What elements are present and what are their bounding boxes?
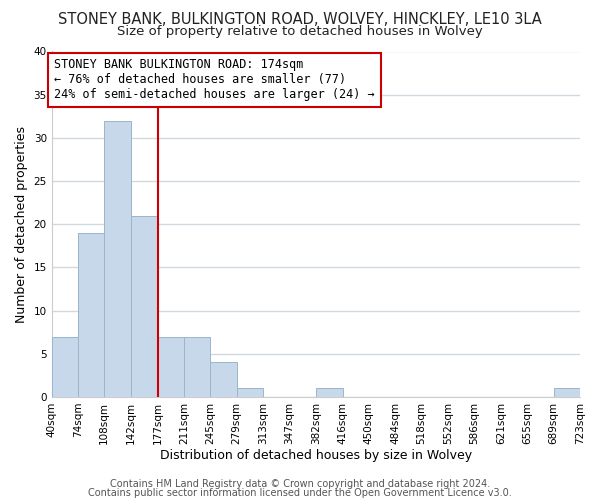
Bar <box>210 362 236 397</box>
Bar <box>554 388 580 397</box>
Y-axis label: Number of detached properties: Number of detached properties <box>15 126 28 322</box>
Bar <box>316 388 343 397</box>
Text: STONEY BANK, BULKINGTON ROAD, WOLVEY, HINCKLEY, LE10 3LA: STONEY BANK, BULKINGTON ROAD, WOLVEY, HI… <box>58 12 542 28</box>
Bar <box>104 120 131 397</box>
Bar <box>236 388 263 397</box>
Bar <box>184 336 210 397</box>
Bar <box>52 336 78 397</box>
Bar <box>158 336 184 397</box>
Bar <box>78 233 104 397</box>
Text: Contains HM Land Registry data © Crown copyright and database right 2024.: Contains HM Land Registry data © Crown c… <box>110 479 490 489</box>
Text: Contains public sector information licensed under the Open Government Licence v3: Contains public sector information licen… <box>88 488 512 498</box>
Bar <box>131 216 158 397</box>
Text: STONEY BANK BULKINGTON ROAD: 174sqm
← 76% of detached houses are smaller (77)
24: STONEY BANK BULKINGTON ROAD: 174sqm ← 76… <box>55 58 375 102</box>
X-axis label: Distribution of detached houses by size in Wolvey: Distribution of detached houses by size … <box>160 450 472 462</box>
Text: Size of property relative to detached houses in Wolvey: Size of property relative to detached ho… <box>117 25 483 38</box>
